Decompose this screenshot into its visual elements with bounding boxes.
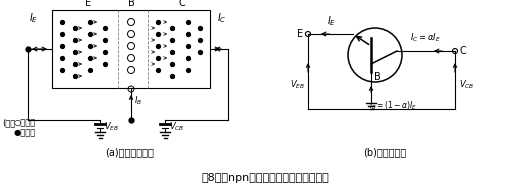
Text: ○：正孔: ○：正孔 bbox=[14, 118, 36, 127]
Bar bbox=[52, 10, 210, 88]
Text: $I_C$: $I_C$ bbox=[217, 11, 227, 25]
Text: $V_{CB}$: $V_{CB}$ bbox=[169, 121, 184, 133]
Text: $I_C = \alpha I_E$: $I_C = \alpha I_E$ bbox=[410, 31, 440, 44]
Text: (注）: (注） bbox=[2, 118, 15, 127]
Text: C: C bbox=[179, 0, 186, 8]
Text: $I_B=(1-\alpha)I_E$: $I_B=(1-\alpha)I_E$ bbox=[369, 99, 417, 111]
Text: $I_E$: $I_E$ bbox=[328, 14, 337, 28]
Text: $I_B$: $I_B$ bbox=[134, 94, 142, 107]
Text: E: E bbox=[297, 29, 303, 39]
Text: $V_{EB}$: $V_{EB}$ bbox=[104, 121, 119, 133]
Text: $I_E$: $I_E$ bbox=[30, 11, 39, 25]
Text: (b)　回路記号: (b) 回路記号 bbox=[364, 147, 407, 157]
Text: 第8図　npnトランジスタのベース接地: 第8図 npnトランジスタのベース接地 bbox=[201, 173, 329, 183]
Text: ●：電子: ●：電子 bbox=[14, 128, 36, 137]
Text: E: E bbox=[85, 0, 91, 8]
Text: C: C bbox=[460, 46, 467, 56]
Text: $V_{EB}$: $V_{EB}$ bbox=[290, 79, 305, 91]
Text: (a)　構造モデル: (a) 構造モデル bbox=[105, 147, 154, 157]
Text: B: B bbox=[374, 72, 381, 82]
Text: $V_{CB}$: $V_{CB}$ bbox=[459, 79, 474, 91]
Text: B: B bbox=[128, 0, 135, 8]
